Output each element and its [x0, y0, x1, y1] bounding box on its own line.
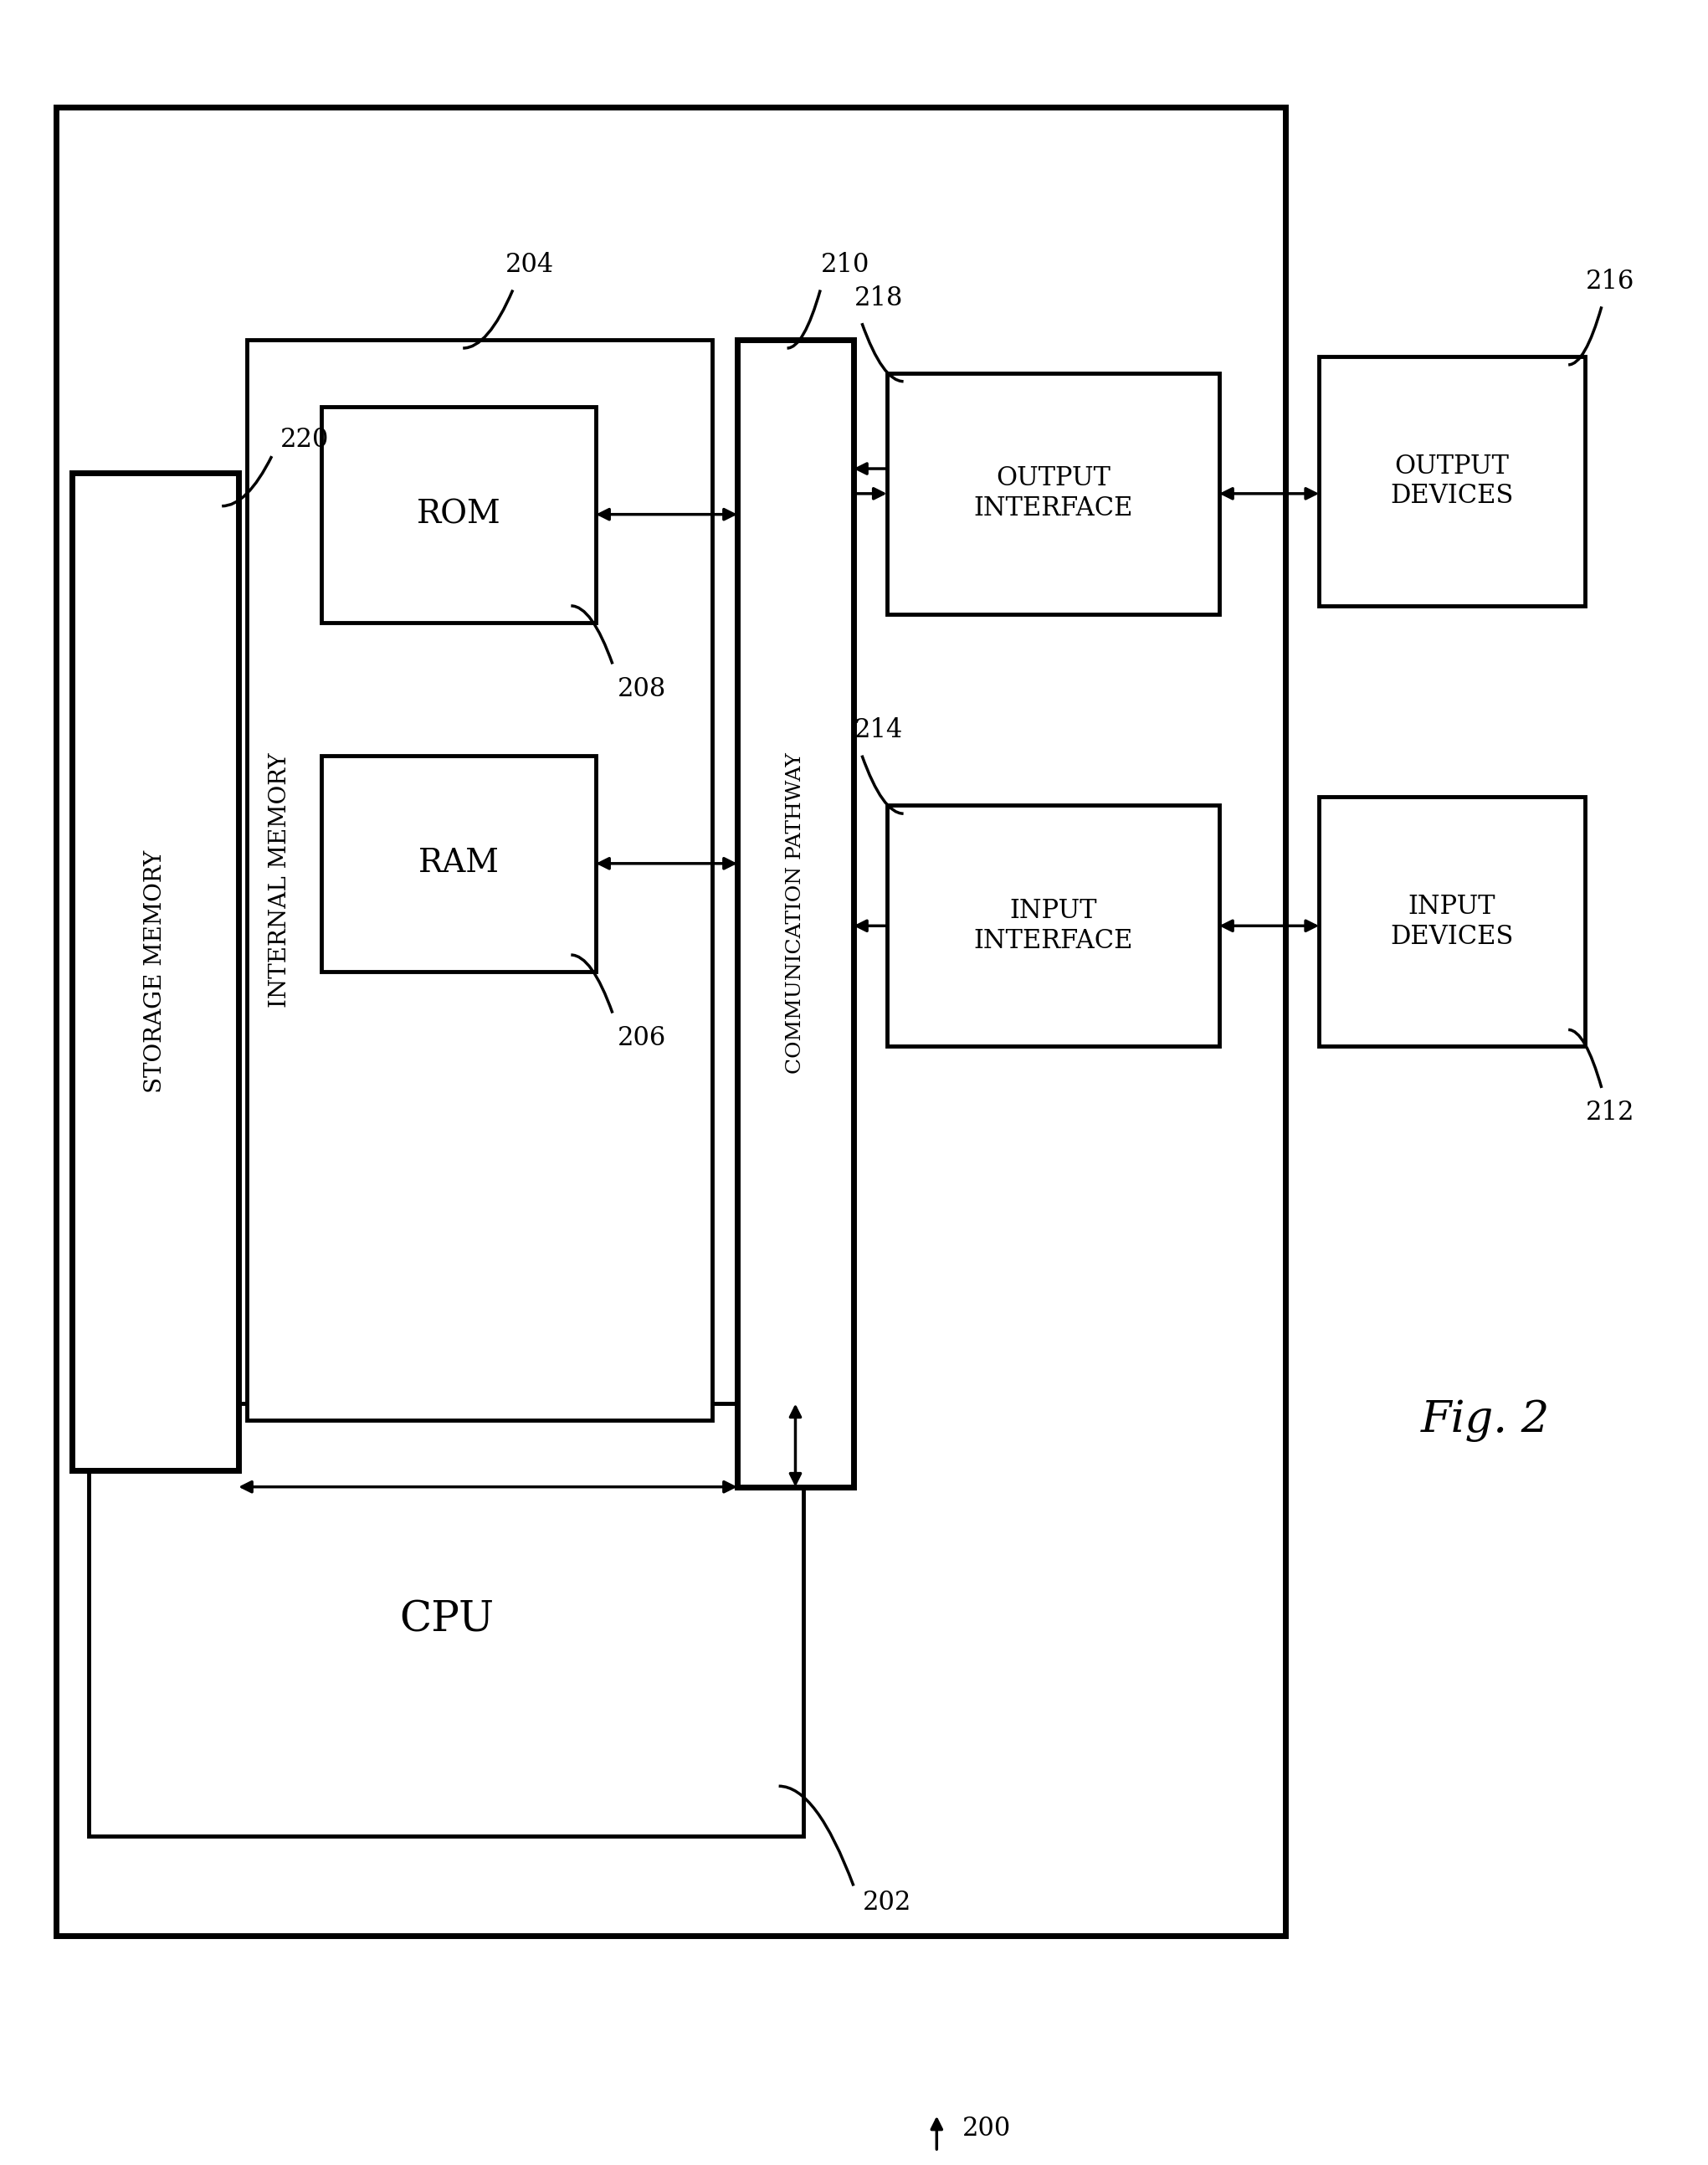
- Text: 212: 212: [1585, 1100, 1635, 1126]
- Text: STORAGE MEMORY: STORAGE MEMORY: [143, 851, 167, 1093]
- Text: 216: 216: [1585, 268, 1635, 294]
- Text: 202: 202: [863, 1890, 912, 1916]
- Bar: [321, 756, 596, 972]
- Bar: [886, 805, 1220, 1046]
- Text: 204: 204: [506, 251, 553, 277]
- Text: OUTPUT
DEVICES: OUTPUT DEVICES: [1390, 452, 1513, 509]
- Bar: [321, 407, 596, 624]
- Text: INPUT
INTERFACE: INPUT INTERFACE: [974, 898, 1132, 955]
- Bar: [886, 372, 1220, 615]
- Bar: [1319, 797, 1585, 1046]
- Text: 208: 208: [617, 675, 666, 701]
- Text: 200: 200: [962, 2115, 1011, 2141]
- Text: INTERNAL MEMORY: INTERNAL MEMORY: [268, 753, 292, 1007]
- Bar: [72, 472, 239, 1470]
- Text: 210: 210: [822, 251, 869, 277]
- Text: OUTPUT
INTERFACE: OUTPUT INTERFACE: [974, 465, 1132, 522]
- Text: RAM: RAM: [418, 849, 499, 879]
- Text: CPU: CPU: [400, 1600, 494, 1641]
- Text: 206: 206: [617, 1024, 666, 1050]
- Text: 214: 214: [854, 717, 904, 743]
- Text: 218: 218: [854, 286, 904, 312]
- Text: 220: 220: [280, 427, 330, 452]
- Bar: [738, 340, 854, 1487]
- Text: INPUT
DEVICES: INPUT DEVICES: [1390, 894, 1513, 950]
- Text: Fig. 2: Fig. 2: [1421, 1399, 1549, 1442]
- Bar: [89, 1403, 804, 1836]
- Bar: [248, 340, 712, 1420]
- Bar: [1319, 357, 1585, 606]
- Bar: [56, 106, 1286, 1936]
- Text: ROM: ROM: [417, 498, 500, 530]
- Text: COMMUNICATION PATHWAY: COMMUNICATION PATHWAY: [786, 753, 804, 1074]
